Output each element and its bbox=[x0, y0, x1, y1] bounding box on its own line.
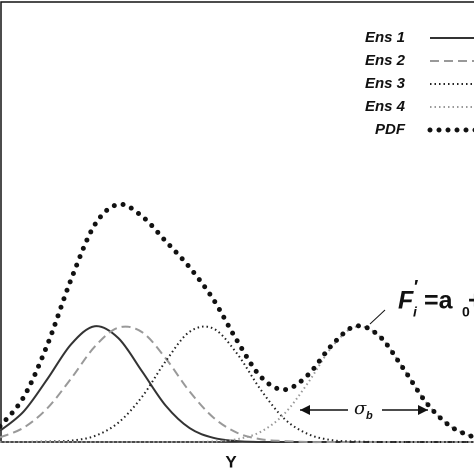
series-line bbox=[0, 325, 474, 444]
series-line bbox=[0, 325, 474, 444]
annotation-text: i bbox=[413, 304, 418, 320]
legend-label: Ens 1 bbox=[365, 29, 405, 46]
sigma-label: b bbox=[366, 410, 373, 422]
sigma-marker: σ b bbox=[300, 398, 428, 424]
annotation-text: =a bbox=[424, 287, 454, 315]
series-line bbox=[0, 201, 474, 440]
x-axis-label: Y bbox=[225, 452, 237, 471]
annotation-text: F bbox=[398, 287, 414, 315]
annotation-text: + bbox=[468, 287, 474, 315]
legend-label: Ens 3 bbox=[365, 75, 406, 92]
series-line bbox=[0, 325, 474, 444]
annotation-pointer bbox=[369, 309, 386, 325]
legend-label: Ens 4 bbox=[365, 98, 406, 115]
series-line bbox=[0, 325, 474, 444]
annotation-text: 0 bbox=[462, 304, 470, 320]
annotation-text: ′ bbox=[414, 277, 418, 297]
legend-label: PDF bbox=[375, 121, 406, 138]
formula: F i ′ =a 0 + bbox=[369, 277, 474, 325]
label-bg bbox=[348, 398, 382, 424]
legend-label: Ens 2 bbox=[365, 52, 406, 69]
sigma-label: σ bbox=[354, 398, 367, 419]
